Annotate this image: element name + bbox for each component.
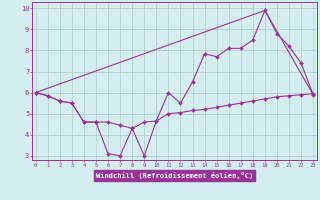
X-axis label: Windchill (Refroidissement éolien,°C): Windchill (Refroidissement éolien,°C) [96, 172, 253, 179]
